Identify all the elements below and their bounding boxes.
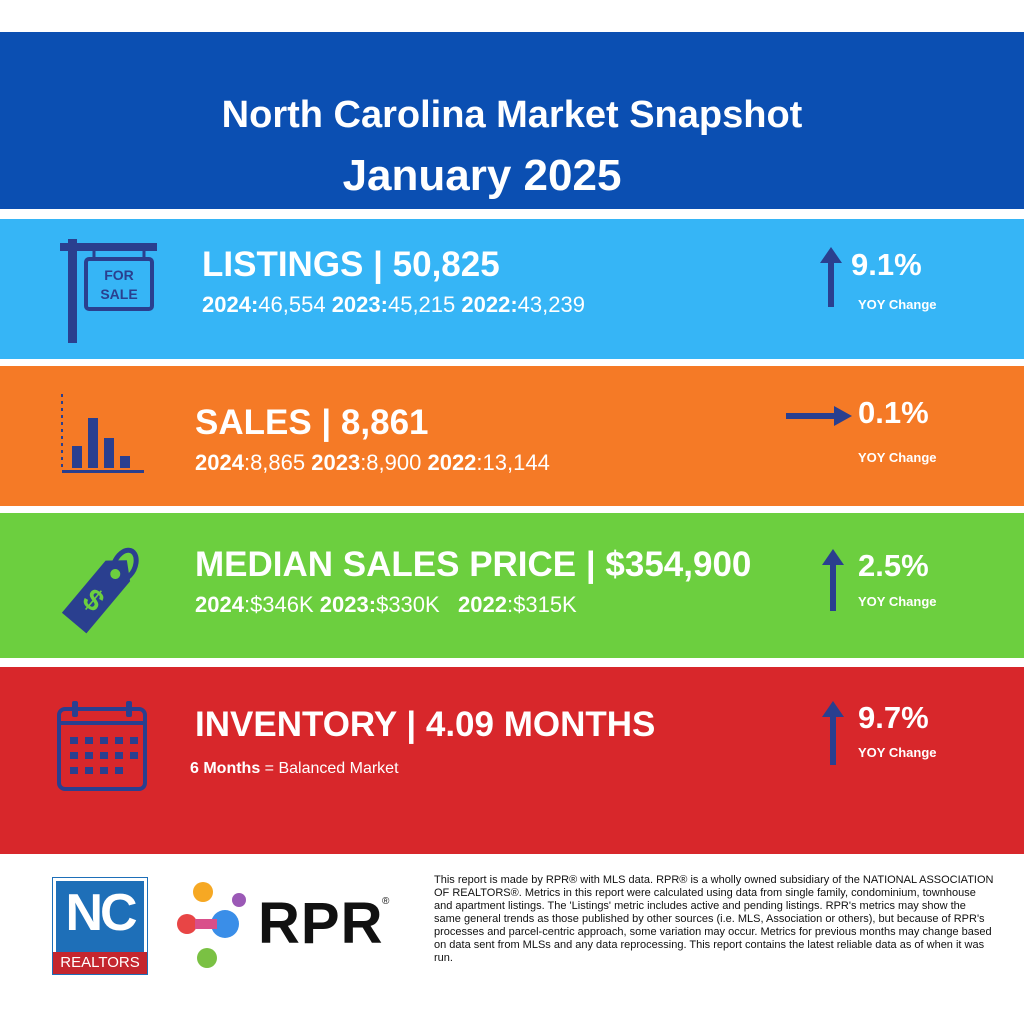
for-sale-sign-icon: FOR SALE xyxy=(60,239,157,343)
listings-change: 9.1% xyxy=(851,247,922,282)
listings-yoy-label: YOY Change xyxy=(858,297,937,312)
inventory-yoy-label: YOY Change xyxy=(858,745,937,760)
rpr-registered-mark: ® xyxy=(382,896,390,907)
median-title: MEDIAN SALES PRICE | $354,900 xyxy=(195,545,752,584)
sales-history: 2024:8,865 2023:8,900 2022:13,144 xyxy=(195,450,550,475)
nc-realtors-logo: NC REALTORS xyxy=(53,878,147,974)
sales-section: SALES | 8,861 2024:8,865 2023:8,900 2022… xyxy=(0,366,1024,506)
median-history: 2024:$346K 2023:$330K 2022:$315K xyxy=(195,592,577,617)
arrow-right-icon xyxy=(786,406,852,426)
bar-chart-icon xyxy=(61,394,144,473)
sales-change: 0.1% xyxy=(858,395,929,430)
listings-history: 2024:46,554 2023:45,215 2022:43,239 xyxy=(202,292,585,317)
median-price-section: $ MEDIAN SALES PRICE | $354,900 2024:$34… xyxy=(0,513,1024,658)
header-banner: North Carolina Market Snapshot January 2… xyxy=(0,32,1024,209)
inventory-change: 9.7% xyxy=(858,700,929,735)
disclaimer-text: This report is made by RPR® with MLS dat… xyxy=(434,874,994,964)
median-yoy-label: YOY Change xyxy=(858,594,937,609)
sign-text-sale: SALE xyxy=(100,286,137,302)
listings-title: LISTINGS | 50,825 xyxy=(202,245,500,284)
page-subtitle: January 2025 xyxy=(342,151,622,200)
page-title: North Carolina Market Snapshot xyxy=(221,94,803,136)
median-change: 2.5% xyxy=(858,548,929,583)
inventory-title: INVENTORY | 4.09 MONTHS xyxy=(195,705,656,744)
arrow-up-icon xyxy=(820,247,842,307)
inventory-section: INVENTORY | 4.09 MONTHS 6 Months = Balan… xyxy=(0,667,1024,854)
arrow-up-icon xyxy=(822,549,844,611)
rpr-logo-mark-icon xyxy=(177,882,246,968)
price-tag-icon: $ xyxy=(61,547,139,634)
sign-text-for: FOR xyxy=(104,267,134,283)
sales-yoy-label: YOY Change xyxy=(858,450,937,465)
listings-section: FOR SALE LISTINGS | 50,825 2024:46,554 2… xyxy=(0,219,1024,359)
footer: NC REALTORS RPR ® This report is made by… xyxy=(0,858,1024,1012)
arrow-up-icon xyxy=(822,701,844,765)
rpr-logo-text: RPR xyxy=(258,891,384,956)
sales-title: SALES | 8,861 xyxy=(195,403,429,442)
inventory-note: 6 Months = Balanced Market xyxy=(190,760,399,777)
calendar-icon xyxy=(57,701,147,791)
